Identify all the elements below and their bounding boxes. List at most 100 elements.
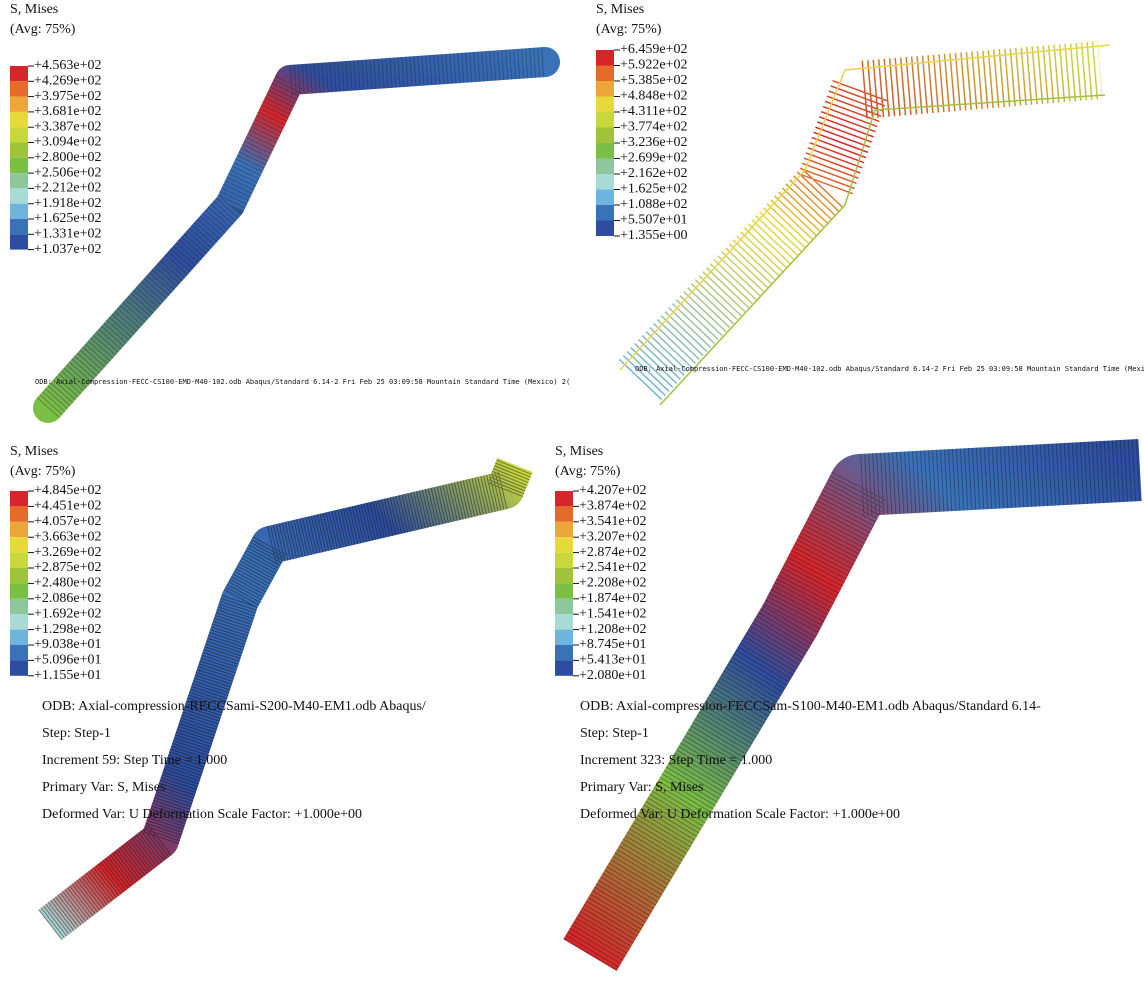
legend-title: S, Mises (555, 444, 603, 459)
legend-swatch (10, 158, 28, 173)
legend-label: +3.975e+02 (34, 89, 102, 104)
legend-swatch (596, 143, 614, 159)
footer-line: Step: Step-1 (42, 726, 111, 741)
legend-swatch (596, 159, 614, 175)
legend-swatch (10, 522, 28, 537)
legend-swatch (10, 599, 28, 614)
legend-label: +3.094e+02 (34, 135, 102, 150)
legend-swatch (10, 645, 28, 660)
legend-swatch (10, 491, 28, 506)
legend-label: +5.385e+02 (620, 73, 688, 88)
legend-subtitle: (Avg: 75%) (10, 22, 76, 37)
legend-label: +5.922e+02 (620, 58, 688, 73)
legend-title: S, Mises (10, 2, 58, 17)
footer-line: Deformed Var: U Deformation Scale Factor… (580, 807, 900, 822)
legend-swatch (596, 190, 614, 206)
legend-label: +4.311e+02 (620, 104, 687, 119)
legend-swatch (10, 614, 28, 629)
legend-label: +4.057e+02 (34, 514, 102, 529)
legend-swatch (596, 128, 614, 144)
legend-swatch (596, 50, 614, 66)
legend-title: S, Mises (10, 444, 58, 459)
legend-swatch (10, 537, 28, 552)
legend-swatch (10, 660, 28, 675)
footer-line: Increment 323: Step Time = 1.000 (580, 753, 772, 768)
legend-label: +6.459e+02 (620, 42, 688, 57)
legend-swatch (596, 97, 614, 113)
legend-label: +1.331e+02 (34, 227, 102, 242)
legend-swatch (10, 204, 28, 219)
legend-swatch (10, 583, 28, 598)
legend-label: +3.874e+02 (579, 499, 647, 514)
legend-label: +3.663e+02 (34, 529, 102, 544)
legend-swatch (10, 506, 28, 521)
legend-swatch (596, 66, 614, 82)
model-shape (50, 465, 515, 925)
legend-label: +2.208e+02 (579, 576, 647, 591)
legend-label: +1.155e+01 (34, 668, 102, 683)
model-shape (48, 62, 545, 408)
legend-label: +9.038e+01 (34, 637, 102, 652)
footer-line: Primary Var: S, Mises (42, 780, 165, 795)
legend-label: +5.507e+01 (620, 213, 688, 228)
legend-label: +3.236e+02 (620, 135, 688, 150)
legend-label: +2.541e+02 (579, 560, 647, 575)
legend-label: +2.875e+02 (34, 560, 102, 575)
legend-swatch (555, 630, 573, 645)
legend-label: +2.800e+02 (34, 150, 102, 165)
legend-swatch (555, 568, 573, 583)
mesh-lines (48, 62, 545, 408)
legend-label: +4.207e+02 (579, 483, 647, 498)
legend-label: +1.037e+02 (34, 242, 102, 257)
legend-label: +4.848e+02 (620, 89, 688, 104)
legend-swatch (555, 553, 573, 568)
legend-swatch (10, 127, 28, 142)
legend-label: +1.918e+02 (34, 196, 102, 211)
legend-swatch (596, 221, 614, 237)
legend-swatch (10, 568, 28, 583)
legend-label: +2.699e+02 (620, 151, 688, 166)
legend-label: +2.162e+02 (620, 166, 688, 181)
legend-swatch (555, 491, 573, 506)
footer-line: ODB: Axial-compression-RECCSami-S200-M40… (42, 699, 426, 714)
legend-label: +4.451e+02 (34, 499, 102, 514)
legend-swatch (10, 188, 28, 203)
legend-label: +3.681e+02 (34, 104, 102, 119)
legend-label: +4.269e+02 (34, 74, 102, 89)
footer-line: Primary Var: S, Mises (580, 780, 703, 795)
legend-label: +1.298e+02 (34, 622, 102, 637)
legend-swatch (596, 205, 614, 221)
legend-label: +2.080e+01 (579, 668, 647, 683)
legend-label: +1.625e+02 (620, 182, 688, 197)
legend-label: +3.207e+02 (579, 529, 647, 544)
legend-swatch (555, 506, 573, 521)
legend-label: +1.208e+02 (579, 622, 647, 637)
legend-label: +2.480e+02 (34, 576, 102, 591)
legend-label: +1.088e+02 (620, 197, 688, 212)
legend-label: +3.541e+02 (579, 514, 647, 529)
legend-swatch (596, 81, 614, 97)
legend-swatch (10, 553, 28, 568)
legend-label: +2.874e+02 (579, 545, 647, 560)
legend-label: +2.506e+02 (34, 165, 102, 180)
legend-swatch (555, 583, 573, 598)
legend-swatch (555, 537, 573, 552)
legend-label: +2.212e+02 (34, 181, 102, 196)
legend-swatch (10, 81, 28, 96)
legend-subtitle: (Avg: 75%) (10, 464, 76, 479)
footer-line: Deformed Var: U Deformation Scale Factor… (42, 807, 362, 822)
legend-label: +2.086e+02 (34, 591, 102, 606)
figure: S, Mises(Avg: 75%)+4.563e+02+4.269e+02+3… (0, 0, 1144, 1007)
legend-swatch (596, 112, 614, 128)
legend-swatch (10, 112, 28, 127)
legend-swatch (555, 660, 573, 675)
legend-subtitle: (Avg: 75%) (596, 22, 662, 37)
legend-label: +3.774e+02 (620, 120, 688, 135)
legend-swatch (10, 143, 28, 158)
footer-line: Step: Step-1 (580, 726, 649, 741)
legend-label: +1.874e+02 (579, 591, 647, 606)
legend-label: +3.387e+02 (34, 119, 102, 134)
legend-swatch (10, 234, 28, 249)
legend-swatch (555, 614, 573, 629)
legend-swatch (10, 97, 28, 112)
